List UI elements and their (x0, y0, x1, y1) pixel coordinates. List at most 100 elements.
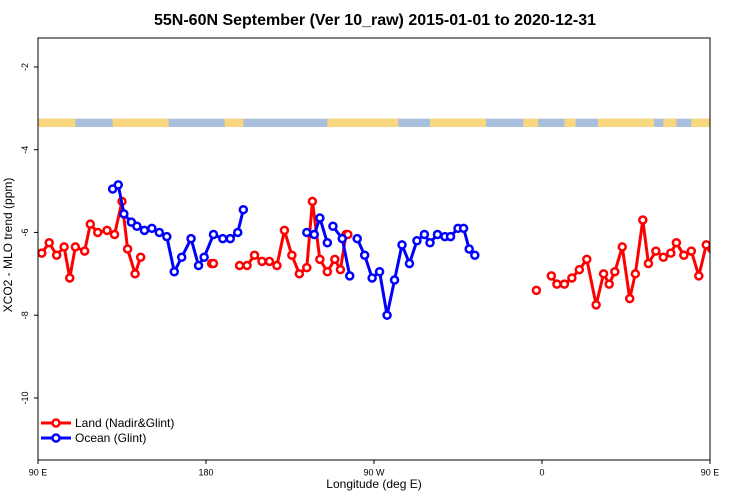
data-point (604, 279, 614, 289)
data-point (425, 238, 435, 248)
legend-label: Land (Nadir&Glint) (75, 416, 174, 430)
x-tick-label: 90 E (29, 467, 48, 477)
data-point (736, 186, 743, 193)
y-tick-label: -6 (20, 228, 30, 236)
data-point (193, 260, 204, 271)
data-point (344, 271, 355, 281)
data-point (242, 260, 252, 271)
data-point (746, 198, 750, 205)
x-tick-label: 90 E (701, 467, 720, 477)
data-point (738, 231, 745, 238)
data-point (559, 279, 570, 289)
legend: Land (Nadir&Glint)Ocean (Glint) (41, 416, 174, 445)
data-point (315, 213, 325, 223)
data-point (135, 252, 146, 263)
land-band (224, 118, 244, 127)
data-point (591, 300, 601, 310)
land-band (663, 118, 677, 127)
series-line (239, 199, 348, 276)
land-band (430, 118, 486, 127)
data-point (249, 250, 260, 260)
data-point (397, 240, 407, 250)
data-point (186, 233, 196, 244)
data-point (154, 227, 165, 238)
data-point (643, 258, 654, 269)
data-point (335, 264, 346, 275)
data-point (109, 229, 120, 240)
data-point (64, 273, 75, 283)
data-point (382, 310, 392, 320)
data-point (322, 238, 333, 248)
data-point (671, 238, 682, 248)
series-ocean (107, 180, 743, 320)
data-point (79, 246, 90, 256)
x-axis-label: Longitude (deg E) (326, 477, 421, 491)
data-point (272, 260, 282, 271)
data-point (367, 273, 377, 283)
data-point (38, 248, 47, 258)
data-point (574, 264, 585, 275)
data-point (679, 250, 689, 260)
data-point (176, 252, 187, 263)
land-band (38, 118, 76, 127)
data-point (658, 252, 669, 263)
data-point (458, 223, 469, 234)
data-point (328, 221, 338, 231)
data-point (119, 209, 129, 219)
data-point (232, 227, 243, 238)
legend-label: Ocean (Glint) (75, 431, 146, 445)
y-tick-label: -8 (20, 311, 30, 319)
legend-marker (51, 418, 61, 428)
data-point (70, 242, 81, 252)
data-point (294, 269, 305, 279)
land-band (691, 118, 710, 127)
data-point (225, 233, 236, 244)
data-point (567, 273, 577, 283)
data-point (617, 242, 628, 252)
data-point (264, 256, 275, 267)
land-band (564, 118, 576, 127)
chart-title: 55N-60N September (Ver 10_raw) 2015-01-0… (154, 12, 596, 29)
data-point (638, 215, 648, 225)
data-point (51, 250, 62, 260)
land-ocean-strip (38, 118, 710, 127)
data-point (630, 269, 641, 279)
data-point (302, 262, 312, 273)
plot-frame (37, 37, 711, 461)
data-point (102, 225, 112, 236)
data-point (130, 269, 140, 279)
data-point (470, 250, 480, 260)
data-point (337, 233, 348, 244)
data-point (132, 221, 142, 231)
data-point (546, 271, 557, 281)
data-point (257, 256, 267, 267)
land-band (523, 118, 539, 127)
y-axis-label: XCO2 - MLO trend (ppm) (1, 178, 15, 313)
data-point (707, 244, 710, 254)
data-point (330, 254, 340, 265)
data-point (412, 235, 422, 246)
x-axis: 90 E 180 90 W 0 90 E (29, 460, 720, 477)
data-point (731, 227, 738, 234)
x-tick-label: 90 W (363, 467, 385, 477)
x-tick-label: 0 (539, 467, 544, 477)
data-point (208, 229, 219, 240)
series-land (38, 196, 750, 310)
y-axis: -2 -4 -6 -8 -10 (20, 63, 38, 404)
data-point (432, 229, 443, 240)
data-point (404, 258, 415, 269)
data-point (85, 219, 96, 229)
legend-marker (51, 433, 61, 443)
data-point (624, 293, 635, 304)
data-point (610, 267, 620, 277)
data-point (374, 267, 385, 277)
data-point (59, 242, 69, 252)
data-point (113, 180, 124, 190)
data-point (307, 196, 318, 207)
data-point (531, 285, 542, 296)
data-point (309, 229, 320, 240)
data-point (651, 246, 661, 256)
data-point (279, 225, 290, 236)
data-point (352, 233, 362, 244)
data-point (139, 225, 150, 236)
